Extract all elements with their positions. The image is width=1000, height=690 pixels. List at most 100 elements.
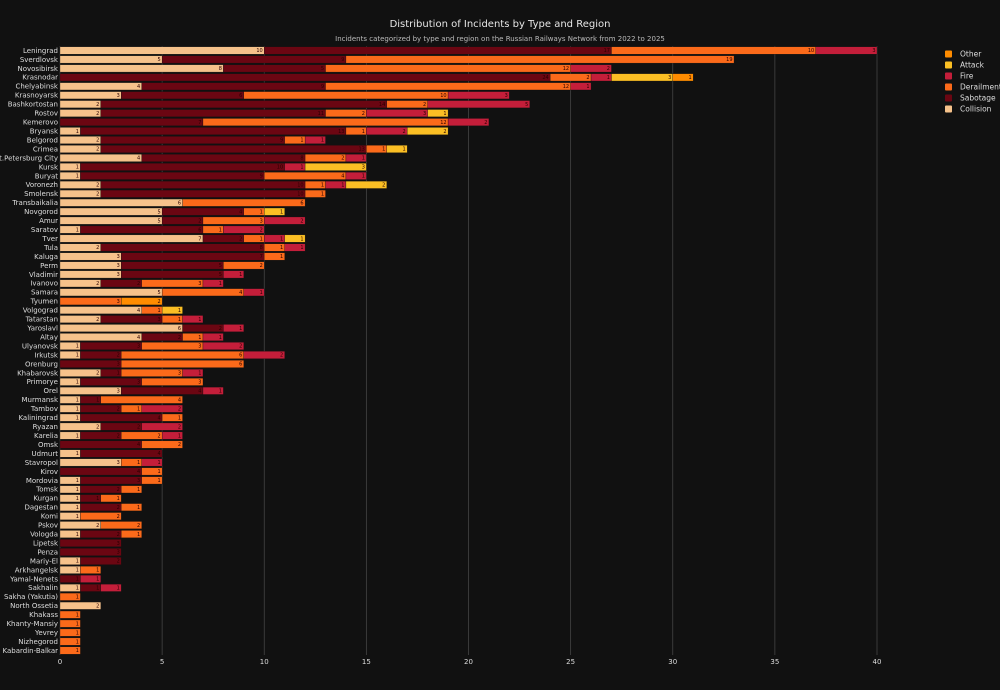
- bar-value-label: 2: [607, 66, 610, 72]
- bar-fire: [141, 422, 183, 431]
- bar-value-label: 2: [260, 263, 263, 269]
- x-tick-label: 5: [160, 658, 164, 666]
- bar-value-label: 1: [96, 577, 99, 583]
- bar-attack: [611, 73, 673, 82]
- bar-derailment: [141, 476, 163, 485]
- bar-value-label: 3: [198, 281, 201, 287]
- category-label: Krasnoyarsk: [15, 92, 59, 100]
- bar-value-label: 2: [117, 433, 120, 439]
- bar-value-label: 1: [260, 290, 263, 296]
- bar-sabotage: [80, 530, 122, 538]
- bar-sabotage: [80, 413, 163, 422]
- bar-value-label: 4: [137, 84, 140, 90]
- bar-value-label: 5: [525, 102, 528, 108]
- bar-sabotage: [80, 476, 142, 485]
- chart-title: Distribution of Incidents by Type and Re…: [390, 19, 611, 30]
- bar-value-label: 2: [178, 442, 181, 448]
- legend-label-attack: Attack: [960, 61, 985, 70]
- category-label: Kurgan: [33, 495, 58, 503]
- bar-derailment: [80, 566, 102, 574]
- bar-attack: [386, 145, 408, 153]
- bar-value-label: 3: [117, 272, 120, 278]
- bar-value-label: 2: [96, 138, 99, 144]
- bar-value-label: 4: [239, 290, 242, 296]
- bar-value-label: 2: [96, 111, 99, 117]
- category-label: Saratov: [31, 226, 58, 234]
- bar-derailment: [161, 413, 183, 422]
- bar-value-label: 1: [362, 129, 365, 135]
- bar-value-label: 5: [321, 66, 324, 72]
- bar-sabotage: [80, 503, 122, 512]
- bar-collision: [59, 55, 163, 64]
- bar-value-label: 1: [76, 496, 79, 502]
- bar-value-label: 1: [76, 577, 79, 583]
- bar-value-label: 1: [341, 183, 344, 189]
- bar-sabotage: [80, 342, 142, 350]
- category-label: Altay: [40, 333, 58, 341]
- bar-derailment: [121, 369, 183, 377]
- bar-derailment: [141, 440, 183, 449]
- bar-derailment: [121, 503, 142, 512]
- bar-value-label: 3: [117, 362, 120, 368]
- bar-value-label: 2: [96, 317, 99, 323]
- bar-fire: [141, 404, 183, 413]
- category-label: Voronezh: [26, 181, 58, 189]
- bar-value-label: 1: [76, 505, 79, 511]
- bar-value-label: 1: [137, 406, 140, 412]
- bar-sabotage: [80, 172, 265, 180]
- bar-collision: [59, 82, 142, 91]
- bar-sabotage: [121, 270, 224, 279]
- bar-sabotage: [182, 324, 224, 332]
- legend-swatch-derailment: [945, 83, 952, 91]
- bar-value-label: 1: [198, 317, 201, 323]
- bar-sabotage: [264, 46, 612, 55]
- category-label: Komi: [41, 513, 58, 521]
- bar-value-label: 1: [76, 433, 79, 439]
- bar-value-label: 1: [280, 209, 283, 215]
- category-label: Nizhegorod: [18, 638, 58, 646]
- bar-value-label: 2: [137, 281, 140, 287]
- bar-collision: [59, 189, 101, 198]
- bar-value-label: 2: [96, 102, 99, 108]
- bar-value-label: 2: [157, 433, 160, 439]
- bar-attack: [345, 180, 387, 189]
- bar-value-label: 17: [604, 48, 610, 54]
- bar-value-label: 4: [137, 442, 140, 448]
- bar-fire: [345, 154, 367, 162]
- bar-fire: [345, 172, 367, 180]
- bar-value-label: 1: [443, 111, 446, 117]
- bar-collision: [59, 261, 122, 270]
- bar-value-label: 3: [117, 299, 120, 305]
- bar-collision: [59, 154, 142, 162]
- bar-sabotage: [121, 261, 224, 270]
- category-label: Tambov: [30, 405, 58, 413]
- bar-value-label: 1: [688, 75, 691, 81]
- bar-value-label: 1: [300, 165, 303, 171]
- bar-collision: [59, 315, 101, 323]
- x-tick-label: 25: [566, 658, 575, 666]
- bar-value-label: 1: [300, 138, 303, 144]
- bar-value-label: 1: [157, 478, 160, 484]
- bar-value-label: 8: [300, 156, 303, 162]
- bar-other: [121, 297, 163, 306]
- bar-fire: [366, 109, 428, 117]
- bar-value-label: 13: [359, 147, 365, 153]
- bar-derailment: [304, 154, 347, 162]
- category-label: Chelyabinsk: [15, 83, 58, 91]
- bar-value-label: 9: [341, 57, 344, 63]
- bar-sabotage: [59, 548, 122, 556]
- bar-sabotage: [59, 360, 122, 368]
- bar-sabotage: [161, 207, 244, 216]
- bar-fire: [304, 136, 326, 144]
- bar-value-label: 1: [117, 496, 120, 502]
- bar-value-label: 3: [117, 460, 120, 466]
- bar-value-label: 1: [76, 380, 79, 386]
- bar-sabotage: [80, 351, 122, 359]
- bar-value-label: 4: [137, 469, 140, 475]
- bar-value-label: 1: [76, 594, 79, 600]
- bar-derailment: [386, 100, 428, 109]
- legend-swatch-sabotage: [945, 94, 952, 102]
- bar-value-label: 2: [382, 183, 385, 189]
- bar-sabotage: [59, 467, 142, 476]
- bar-value-label: 1: [76, 415, 79, 421]
